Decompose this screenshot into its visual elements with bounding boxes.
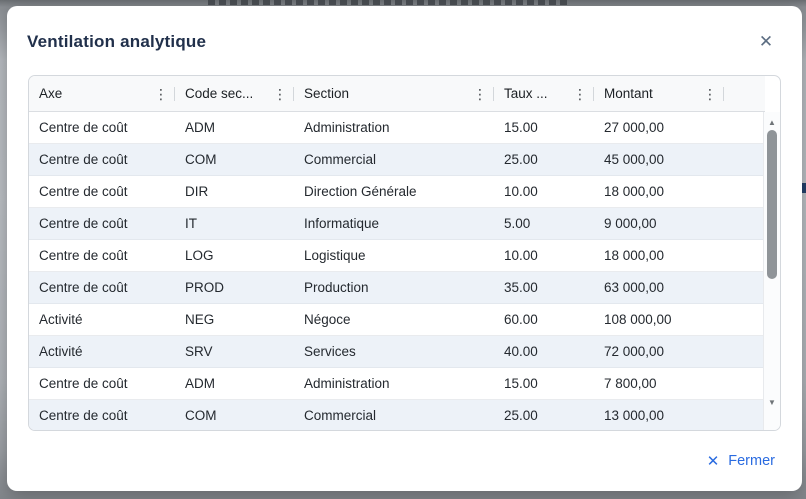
table-row[interactable]: Activité SRV Services 40.00 72 000,00 bbox=[29, 336, 765, 368]
scroll-down-arrow-icon[interactable]: ▼ bbox=[768, 398, 776, 407]
cell-code-section: ADM bbox=[185, 376, 215, 391]
fermer-button[interactable]: ✕ Fermer bbox=[707, 453, 775, 469]
table-row[interactable]: Centre de coût LOG Logistique 10.00 18 0… bbox=[29, 240, 765, 272]
table-row[interactable]: Centre de coût ADM Administration 15.00 … bbox=[29, 368, 765, 400]
column-header-label: Montant bbox=[604, 86, 653, 101]
column-header[interactable]: Section ⋮ bbox=[294, 76, 494, 111]
table-row[interactable]: Centre de coût ADM Administration 15.00 … bbox=[29, 112, 765, 144]
cell-code-section: IT bbox=[185, 216, 197, 231]
cell-axe: Centre de coût bbox=[39, 120, 128, 135]
table-body: Centre de coût ADM Administration 15.00 … bbox=[29, 112, 765, 430]
column-header[interactable]: Code sec... ⋮ bbox=[175, 76, 294, 111]
cell-montant: 63 000,00 bbox=[604, 280, 665, 295]
cell-taux: 25.00 bbox=[504, 152, 538, 167]
cell-section: Production bbox=[304, 280, 369, 295]
cell-axe: Centre de coût bbox=[39, 184, 128, 199]
cell-montant: 27 000,00 bbox=[604, 120, 665, 135]
table-row[interactable]: Centre de coût COM Commercial 25.00 45 0… bbox=[29, 144, 765, 176]
column-header-filler bbox=[724, 76, 765, 111]
cell-montant: 18 000,00 bbox=[604, 248, 665, 263]
close-icon[interactable]: ✕ bbox=[758, 32, 774, 51]
cell-section: Négoce bbox=[304, 312, 351, 327]
cell-montant: 13 000,00 bbox=[604, 408, 665, 423]
cell-axe: Centre de coût bbox=[39, 152, 128, 167]
backdrop-edge-mark bbox=[802, 183, 806, 193]
cell-axe: Activité bbox=[39, 312, 83, 327]
cell-taux: 10.00 bbox=[504, 184, 538, 199]
table-header-row: Axe ⋮ Code sec... ⋮ Section ⋮ Taux ... ⋮… bbox=[29, 76, 765, 112]
cell-axe: Centre de coût bbox=[39, 216, 128, 231]
cell-code-section: SRV bbox=[185, 344, 213, 359]
column-header[interactable]: Taux ... ⋮ bbox=[494, 76, 594, 111]
cell-taux: 40.00 bbox=[504, 344, 538, 359]
cell-montant: 18 000,00 bbox=[604, 184, 665, 199]
cell-taux: 15.00 bbox=[504, 120, 538, 135]
analytic-breakdown-table: Axe ⋮ Code sec... ⋮ Section ⋮ Taux ... ⋮… bbox=[28, 75, 781, 431]
column-header-label: Axe bbox=[39, 86, 63, 101]
cell-axe: Centre de coût bbox=[39, 280, 128, 295]
vertical-scrollbar[interactable]: ▲ ▼ bbox=[763, 112, 780, 430]
column-header[interactable]: Axe ⋮ bbox=[29, 76, 175, 111]
cell-section: Administration bbox=[304, 120, 390, 135]
cell-taux: 10.00 bbox=[504, 248, 538, 263]
cell-taux: 60.00 bbox=[504, 312, 538, 327]
cell-section: Services bbox=[304, 344, 356, 359]
cell-montant: 7 800,00 bbox=[604, 376, 657, 391]
table-row[interactable]: Centre de coût COM Commercial 25.00 13 0… bbox=[29, 400, 765, 430]
cell-section: Logistique bbox=[304, 248, 366, 263]
cell-montant: 108 000,00 bbox=[604, 312, 672, 327]
close-icon: ✕ bbox=[706, 452, 720, 470]
column-header[interactable]: Montant ⋮ bbox=[594, 76, 724, 111]
column-header-label: Code sec... bbox=[185, 86, 254, 101]
cell-axe: Centre de coût bbox=[39, 408, 128, 423]
fermer-label: Fermer bbox=[728, 453, 775, 469]
cell-montant: 72 000,00 bbox=[604, 344, 665, 359]
table-row[interactable]: Activité NEG Négoce 60.00 108 000,00 bbox=[29, 304, 765, 336]
cell-axe: Activité bbox=[39, 344, 83, 359]
table-row[interactable]: Centre de coût DIR Direction Générale 10… bbox=[29, 176, 765, 208]
cell-section: Commercial bbox=[304, 408, 377, 423]
column-menu-kebab-icon[interactable]: ⋮ bbox=[154, 85, 168, 102]
table-row[interactable]: Centre de coût IT Informatique 5.00 9 00… bbox=[29, 208, 765, 240]
column-menu-kebab-icon[interactable]: ⋮ bbox=[273, 85, 287, 102]
column-menu-kebab-icon[interactable]: ⋮ bbox=[703, 85, 717, 102]
cell-code-section: PROD bbox=[185, 280, 225, 295]
cell-taux: 35.00 bbox=[504, 280, 538, 295]
scroll-up-arrow-icon[interactable]: ▲ bbox=[768, 118, 776, 127]
cell-axe: Centre de coût bbox=[39, 376, 128, 391]
cell-code-section: COM bbox=[185, 152, 217, 167]
ventilation-analytique-dialog: Ventilation analytique ✕ Axe ⋮ Code sec.… bbox=[7, 6, 802, 491]
cell-section: Informatique bbox=[304, 216, 380, 231]
cell-axe: Centre de coût bbox=[39, 248, 128, 263]
cell-taux: 25.00 bbox=[504, 408, 538, 423]
cell-taux: 5.00 bbox=[504, 216, 531, 231]
cell-code-section: ADM bbox=[185, 120, 215, 135]
column-menu-kebab-icon[interactable]: ⋮ bbox=[573, 85, 587, 102]
table-row[interactable]: Centre de coût PROD Production 35.00 63 … bbox=[29, 272, 765, 304]
cell-montant: 9 000,00 bbox=[604, 216, 657, 231]
scrollbar-thumb[interactable] bbox=[767, 130, 777, 279]
cell-section: Direction Générale bbox=[304, 184, 417, 199]
column-header-label: Section bbox=[304, 86, 350, 101]
column-header-label: Taux ... bbox=[504, 86, 548, 101]
dialog-title: Ventilation analytique bbox=[27, 32, 207, 51]
cell-section: Commercial bbox=[304, 152, 377, 167]
cell-code-section: LOG bbox=[185, 248, 214, 263]
cell-montant: 45 000,00 bbox=[604, 152, 665, 167]
cell-taux: 15.00 bbox=[504, 376, 538, 391]
cell-section: Administration bbox=[304, 376, 390, 391]
column-menu-kebab-icon[interactable]: ⋮ bbox=[473, 85, 487, 102]
backdrop-clipped-text-fragment bbox=[208, 0, 568, 5]
cell-code-section: NEG bbox=[185, 312, 215, 327]
cell-code-section: DIR bbox=[185, 184, 209, 199]
cell-code-section: COM bbox=[185, 408, 217, 423]
